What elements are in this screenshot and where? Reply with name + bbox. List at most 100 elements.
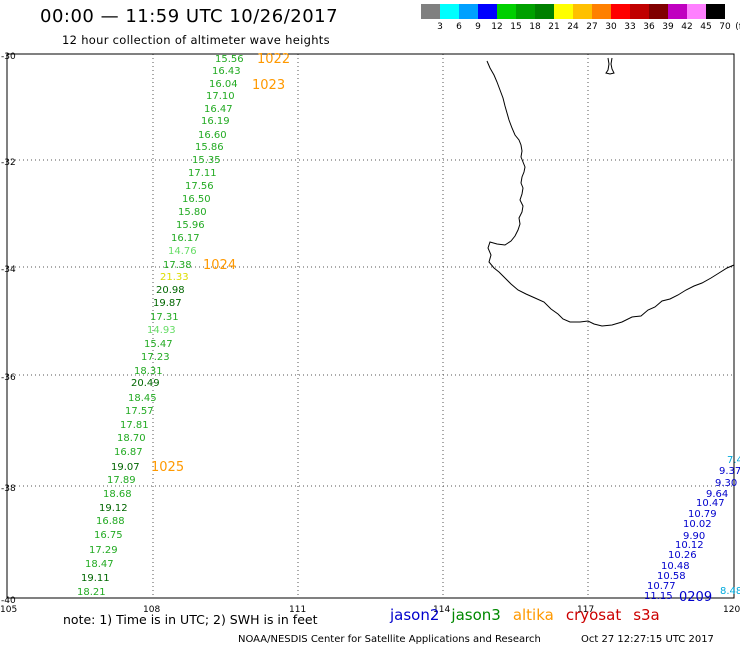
wave-height-value: 10.02 (683, 519, 712, 530)
lat-tick-label: -38 (1, 484, 16, 494)
color-scale-swatches (421, 4, 725, 19)
units-note: note: 1) Time is in UTC; 2) SWH is in fe… (63, 612, 318, 627)
lat-tick-label: -34 (1, 265, 16, 275)
wave-height-value: 9.64 (706, 489, 728, 500)
satellite-legend-altika: altika (512, 606, 554, 624)
wave-height-value: 9.90 (683, 531, 705, 542)
color-scale-swatch (668, 4, 687, 19)
wave-height-value: 16.87 (114, 447, 143, 458)
wave-height-value: 16.60 (198, 130, 227, 141)
wave-height-value: 16.19 (201, 116, 230, 127)
wave-height-value: 20.49 (131, 378, 160, 389)
wave-height-value: 19.07 (111, 462, 140, 473)
wave-height-value: 9.30 (715, 478, 737, 489)
satellite-legend-jason3: jason3 (451, 606, 501, 624)
color-scale-tick: 24 (567, 22, 579, 32)
wave-height-value: 16.47 (204, 104, 233, 115)
lon-tick-label: 114 (433, 605, 450, 615)
lon-tick-label: 108 (143, 605, 160, 615)
color-scale-swatch (573, 4, 592, 19)
wave-height-value: 16.17 (171, 233, 200, 244)
pass-cycle-label: 1024 (203, 258, 236, 273)
wave-height-value: 20.98 (156, 285, 185, 296)
color-scale-tick: 39 (662, 22, 674, 32)
color-scale-swatch (535, 4, 554, 19)
wave-height-value: 15.96 (176, 220, 205, 231)
pass-cycle-label: 1025 (151, 460, 184, 475)
color-scale-swatch (611, 4, 630, 19)
map-frame (6, 53, 735, 599)
wave-height-value: 10.48 (661, 561, 690, 572)
wave-height-value: 10.77 (647, 581, 676, 592)
wave-height-value: 18.47 (85, 559, 114, 570)
wave-height-value: 17.57 (125, 406, 154, 417)
color-scale-swatch (459, 4, 478, 19)
wave-height-value: 17.31 (150, 312, 179, 323)
color-scale-tick: 36 (643, 22, 655, 32)
wave-height-value: 10.58 (657, 571, 686, 582)
satellite-legend-cryosat: cryosat (565, 606, 622, 624)
australia-coastline (486, 60, 735, 327)
color-scale-swatch (649, 4, 668, 19)
color-scale-swatch (440, 4, 459, 19)
wave-height-value: 18.21 (77, 587, 106, 598)
wave-height-value: 15.35 (192, 155, 221, 166)
color-scale-swatch (706, 4, 725, 19)
wave-height-value: 9.37 (719, 466, 740, 477)
wave-height-value: 8.48 (720, 586, 740, 597)
wave-height-value: 17.29 (89, 545, 118, 556)
color-scale-tick: 3 (437, 22, 443, 32)
wave-height-value: 18.68 (103, 489, 132, 500)
wave-height-value: 17.23 (141, 352, 170, 363)
wave-height-value: 17.56 (185, 181, 214, 192)
wave-height-value: 15.56 (215, 54, 244, 65)
color-scale-swatch (630, 4, 649, 19)
chart-subtitle: 12 hour collection of altimeter wave hei… (62, 33, 330, 47)
wave-height-value: 16.04 (209, 79, 238, 90)
wave-height-value: 15.80 (178, 207, 207, 218)
wave-height-value: 17.89 (107, 475, 136, 486)
coastline-island (605, 57, 615, 75)
color-scale-tick: 9 (475, 22, 481, 32)
color-scale-tick: 12 (491, 22, 503, 32)
color-scale-swatch (497, 4, 516, 19)
lon-tick-label: 111 (289, 605, 306, 615)
satellite-legend-s3a: s3a (633, 606, 660, 624)
wave-height-value: 10.79 (688, 509, 717, 520)
lat-tick-label: -36 (1, 373, 16, 383)
wave-height-value: 16.75 (94, 530, 123, 541)
color-scale-tick: 15 (510, 22, 522, 32)
pass-cycle-labels: 1022 1023 1024 1025 0209 (151, 52, 712, 605)
wave-height-value: 16.50 (182, 194, 211, 205)
color-scale-tick: 27 (586, 22, 598, 32)
lat-tick-label: -32 (1, 158, 16, 168)
lat-tick-label: -30 (1, 52, 16, 62)
lon-tick-label: 117 (577, 605, 594, 615)
pass-cycle-label: 1023 (252, 78, 285, 93)
chart-title: 00:00 — 11:59 UTC 10/26/2017 (40, 6, 339, 27)
wave-height-value: 14.76 (168, 246, 197, 257)
satellite-legend: jason2 jason3 altika cryosat s3a (390, 606, 660, 624)
color-scale-swatch (478, 4, 497, 19)
wave-height-value: 10.26 (668, 550, 697, 561)
wave-height-value: 16.43 (212, 66, 241, 77)
wave-height-value: 10.12 (675, 540, 704, 551)
generation-timestamp: Oct 27 12:27:15 UTC 2017 (581, 634, 714, 645)
wave-height-value: 21.33 (160, 272, 189, 283)
wave-height-value: 16.88 (96, 516, 125, 527)
color-scale-tick: 42 (681, 22, 693, 32)
color-scale-tick: 30 (605, 22, 617, 32)
credit-line: NOAA/NESDIS Center for Satellite Applica… (238, 634, 541, 645)
wave-height-value: 18.70 (117, 433, 146, 444)
wave-height-value: 15.47 (144, 339, 173, 350)
lon-tick-label: 105 (0, 605, 17, 615)
wave-height-value: 11.15 (644, 591, 673, 602)
color-scale-swatch (554, 4, 573, 19)
color-scale-tick: 18 (529, 22, 541, 32)
wave-height-value: 10.47 (696, 498, 725, 509)
pass-cycle-label: 1022 (257, 52, 290, 67)
satellite-legend-jason2: jason2 (390, 606, 440, 624)
lon-tick-label: 120 (723, 605, 740, 615)
